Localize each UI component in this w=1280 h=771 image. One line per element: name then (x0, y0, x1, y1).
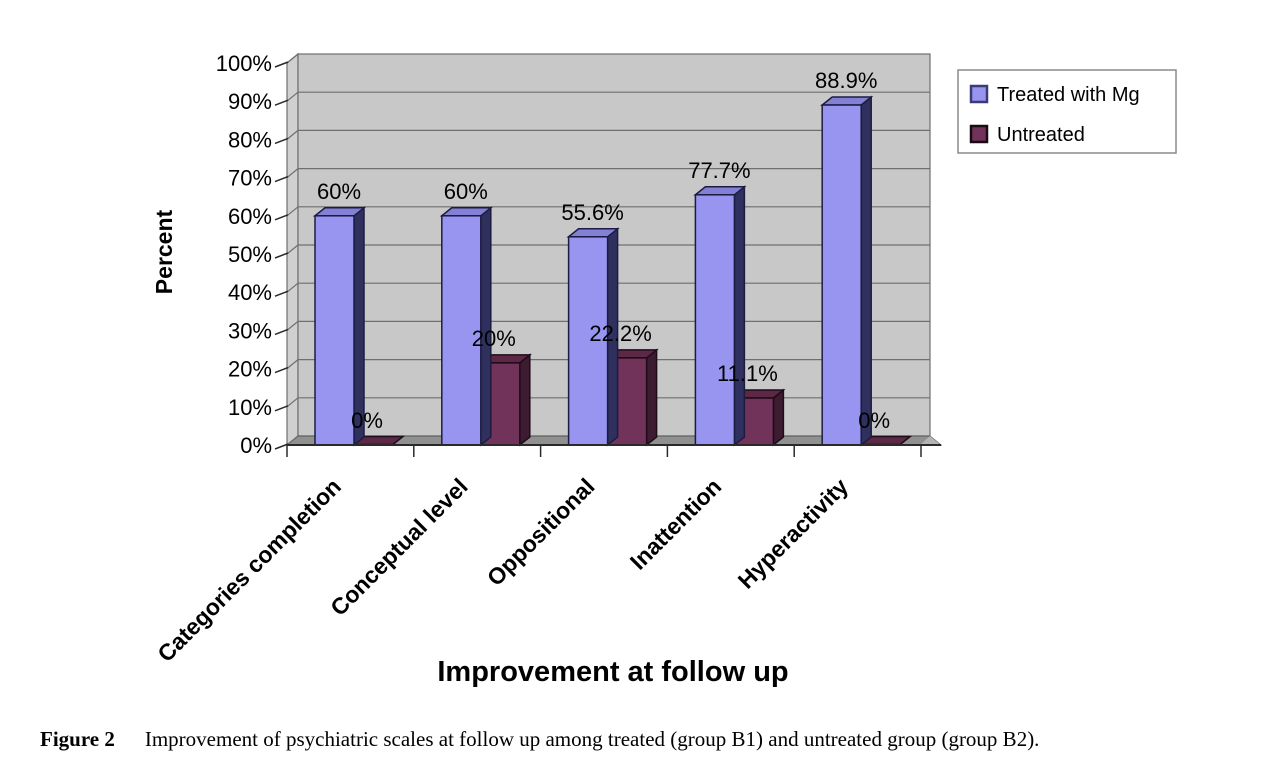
data-label-untreated: 11.1% (717, 361, 778, 386)
side-wall-gridline (286, 320, 299, 331)
y-tick (274, 61, 289, 68)
side-wall-gridline (286, 206, 299, 217)
y-axis-title: Percent (151, 209, 177, 294)
y-tick-label: 40% (228, 280, 272, 305)
bars (312, 95, 913, 447)
category-label: Conceptual level (325, 473, 473, 621)
side-wall-gridline (286, 435, 299, 446)
y-tick-label: 20% (228, 357, 272, 382)
category-label: Categories completion (152, 473, 346, 667)
y-tick (274, 290, 289, 297)
legend-swatch-treated (969, 84, 989, 104)
bar-untreated-conceptual-level-side (519, 353, 531, 447)
side-wall-gridline (286, 359, 299, 370)
side-wall-gridline (286, 282, 299, 293)
y-tick-label: 50% (228, 242, 272, 267)
y-tick (274, 328, 289, 336)
data-label-treated: 77.7% (688, 158, 750, 183)
legend-label-untreated: Untreated (997, 124, 1085, 146)
y-tick (274, 366, 289, 374)
bar-untreated-inattention-side (772, 388, 785, 447)
side-wall-gridline (286, 244, 299, 255)
bar-treated-hyperactivity-front (821, 104, 862, 446)
bar-treated-inattention-front (694, 194, 736, 446)
bar-chart: 0%10%20%30%40%50%60%70%80%90%100% 60%0%6… (151, 51, 1177, 688)
y-tick-label: 70% (228, 166, 272, 191)
figure-caption-text: Improvement of psychiatric scales at fol… (144, 727, 1040, 751)
bar-treated-inattention-top (693, 186, 747, 196)
floor-corner-bevel (920, 436, 941, 445)
y-tick (274, 443, 289, 450)
data-label-untreated: 0% (351, 408, 383, 433)
y-tick (274, 405, 289, 412)
category-label: Inattention (625, 473, 727, 575)
y-tick-label: 60% (228, 204, 272, 229)
side-wall-gridline (286, 53, 299, 64)
y-tick-label: 0% (240, 433, 272, 458)
legend-label-treated: Treated with Mg (997, 84, 1140, 106)
y-tick (274, 99, 289, 106)
side-wall-gridline (286, 129, 299, 140)
y-tick-label: 10% (228, 395, 272, 420)
x-axis-title: Improvement at follow up (437, 656, 788, 688)
data-labels: 60% 0% 60% 20% 55.6% 22.2% 77.7% 11.1% 88.9% 0% (317, 68, 890, 433)
legend: Treated with Mg Untreated (957, 69, 1177, 154)
category-label: Hyperactivity (733, 473, 854, 594)
bar-treated-oppositional-front (567, 236, 609, 446)
axes: 0% 10% 20% 30% 40% 50% 60% 70% 80% 90% 100% (216, 51, 941, 458)
figure-caption: Figure 2 Improvement of psychiatric scale… (40, 727, 1252, 752)
side-wall-gridline (286, 397, 299, 408)
bar-treated-conceptual-level-top (439, 207, 493, 217)
legend-box (957, 69, 1177, 154)
data-label-untreated: 22.2% (589, 321, 651, 346)
bar-treated-hyperactivity-side (860, 95, 872, 447)
data-label-treated: 55.6% (561, 200, 623, 225)
side-wall-gridline (286, 168, 299, 179)
y-tick-label: 100% (216, 51, 272, 76)
bar-untreated-oppositional-side (645, 348, 658, 447)
bar-treated-categories-completion-top (312, 207, 367, 217)
data-label-treated: 60% (444, 179, 488, 204)
data-label-untreated: 0% (858, 408, 890, 433)
category-label: Oppositional (482, 473, 600, 591)
y-tick-label: 90% (228, 89, 272, 114)
bar-treated-inattention-side (733, 185, 746, 447)
bar-treated-hyperactivity-top (820, 96, 874, 106)
y-tick (274, 137, 289, 145)
data-label-treated: 60% (317, 179, 361, 204)
y-tick (274, 252, 289, 259)
y-tick (274, 175, 289, 183)
side-wall-gridline (286, 91, 299, 102)
bar-treated-categories-completion-front (314, 215, 355, 446)
figure-number: Figure 2 (40, 727, 115, 751)
bar-treated-oppositional-top (566, 228, 620, 238)
y-tick-label: 30% (228, 318, 272, 343)
y-tick-label: 80% (228, 127, 272, 152)
data-label-untreated: 20% (472, 326, 516, 351)
legend-swatch-untreated (969, 124, 989, 144)
y-tick (274, 214, 289, 221)
bar-treated-conceptual-level-front (441, 215, 482, 446)
data-label-treated: 88.9% (815, 68, 877, 93)
